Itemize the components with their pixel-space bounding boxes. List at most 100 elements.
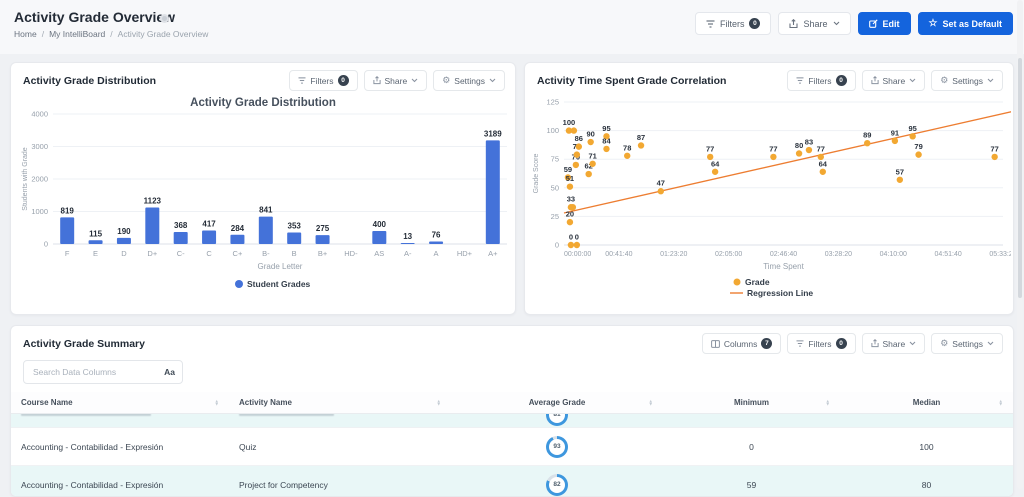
scatter-point[interactable] (891, 137, 899, 145)
filters-button[interactable]: Filters 0 (694, 12, 772, 35)
scatter-point[interactable] (564, 174, 572, 181)
gear-icon: ⚙ (940, 75, 949, 85)
bar[interactable] (429, 241, 444, 244)
legend-label[interactable]: Regression Line (747, 288, 813, 298)
summary-settings-button[interactable]: ⚙ Settings (931, 333, 1003, 354)
distribution-settings-button[interactable]: ⚙ Settings (433, 70, 505, 91)
scrollbar-thumb[interactable] (1018, 58, 1022, 298)
scatter-point[interactable] (587, 138, 594, 146)
column-header[interactable]: Minimum ▲ ▼ (663, 392, 840, 413)
bar[interactable] (230, 234, 245, 244)
bar[interactable] (485, 140, 500, 244)
distribution-share-button[interactable]: Share (363, 70, 428, 91)
scatter-point[interactable] (896, 176, 904, 183)
edit-icon (868, 19, 878, 28)
x-tick-label: 04:51:40 (935, 251, 962, 258)
bar[interactable] (173, 232, 188, 244)
bar[interactable] (202, 230, 217, 244)
scatter-point[interactable] (864, 139, 871, 147)
column-header[interactable]: Course Name ▲ ▼ (11, 392, 229, 413)
legend-label[interactable]: Grade (745, 277, 770, 287)
x-tick-label: D+ (147, 249, 157, 258)
column-header[interactable]: Median ▲ ▼ (840, 392, 1013, 413)
scatter-point[interactable] (915, 151, 922, 158)
scatter-point[interactable] (711, 168, 719, 175)
bar[interactable] (145, 207, 160, 244)
bar-value-label: 819 (61, 206, 75, 215)
bar[interactable] (400, 243, 415, 244)
sort-icon[interactable]: ▲ ▼ (214, 397, 219, 407)
scatter-point[interactable] (637, 142, 645, 149)
scatter-point[interactable] (566, 218, 574, 226)
summary-filters-button[interactable]: Filters 0 (787, 333, 856, 354)
sort-icon[interactable]: ▲ ▼ (998, 397, 1003, 407)
average-grade-gauge[interactable]: 93 (546, 435, 568, 458)
scatter-point[interactable] (585, 170, 592, 178)
breadcrumb-home[interactable]: Home (14, 29, 37, 39)
correlation-share-button[interactable]: Share (861, 70, 926, 91)
correlation-filters-button[interactable]: Filters 0 (787, 70, 856, 91)
scatter-point[interactable] (589, 160, 596, 167)
table-row[interactable]: Accounting - Contabilidad - Expresión Qui… (11, 428, 1013, 466)
page-scrollbar[interactable] (1017, 0, 1023, 489)
scatter-point[interactable] (706, 153, 714, 161)
set-as-default-button[interactable]: ☆ Set as Default (917, 12, 1013, 35)
scatter-point[interactable] (657, 188, 664, 195)
average-grade-value: 93 (549, 438, 565, 455)
sort-icon[interactable]: ▲ ▼ (825, 397, 830, 407)
legend-swatch[interactable] (733, 278, 741, 286)
average-grade-gauge[interactable]: 81 (546, 414, 568, 426)
bar[interactable] (287, 232, 302, 244)
scatter-point[interactable] (573, 151, 581, 158)
scatter-point[interactable] (770, 153, 777, 161)
scatter-point[interactable] (570, 127, 578, 134)
scatter-point[interactable] (569, 204, 577, 211)
scatter-point[interactable] (819, 168, 826, 175)
scatter-point[interactable] (603, 133, 610, 140)
breadcrumb-my-intelliboard[interactable]: My IntelliBoard (49, 29, 106, 39)
summary-share-button[interactable]: Share (861, 333, 926, 354)
match-case-toggle[interactable]: Aa (164, 367, 175, 377)
bar[interactable] (116, 237, 131, 244)
breadcrumb: Home / My IntelliBoard / Activity Grade … (14, 29, 208, 39)
bar[interactable] (258, 216, 273, 244)
scatter-point[interactable] (603, 145, 610, 153)
distribution-filters-button[interactable]: Filters 0 (289, 70, 358, 91)
correlation-settings-button[interactable]: ⚙ Settings (931, 70, 1003, 91)
scatter-point[interactable] (566, 183, 574, 190)
scatter-point[interactable] (909, 133, 916, 140)
table-row[interactable]: Accounting - Contabilidad - Expresión Pro… (11, 466, 1013, 496)
scatter-point[interactable] (575, 143, 583, 150)
scatter-point[interactable] (572, 161, 580, 169)
sort-icon[interactable]: ▲ ▼ (648, 397, 653, 407)
regression-line[interactable] (563, 110, 1015, 214)
edit-button[interactable]: Edit (857, 12, 911, 35)
columns-button[interactable]: Columns 7 (701, 333, 782, 354)
scatter-point[interactable] (817, 153, 825, 161)
y-tick-label: 100 (546, 126, 559, 135)
scatter-point[interactable] (567, 241, 575, 249)
bar[interactable] (88, 240, 103, 244)
scatter-point[interactable] (624, 152, 631, 159)
scatter-point[interactable] (805, 146, 813, 154)
legend-label[interactable]: Student Grades (247, 279, 311, 289)
column-header[interactable]: Average Grade ▲ ▼ (451, 392, 663, 413)
scatter-point[interactable] (573, 241, 581, 249)
legend-swatch[interactable] (235, 280, 243, 288)
scatter-point[interactable] (991, 153, 998, 161)
info-icon[interactable] (160, 14, 169, 23)
share-button[interactable]: Share (778, 12, 851, 35)
average-grade-gauge[interactable]: 82 (546, 473, 568, 496)
table-row[interactable]: 81 (11, 414, 1013, 428)
gear-icon: ⚙ (442, 75, 451, 85)
bar[interactable] (60, 217, 75, 244)
sort-icon[interactable]: ▲ ▼ (436, 397, 441, 407)
column-header[interactable]: Activity Name ▲ ▼ (229, 392, 451, 413)
bar[interactable] (315, 235, 330, 244)
column-header-label: Activity Name (239, 398, 292, 407)
search-data-columns-input[interactable] (31, 366, 161, 378)
point-label: 59 (564, 165, 572, 174)
scatter-point[interactable] (565, 127, 573, 134)
scatter-point[interactable] (795, 150, 803, 157)
bar[interactable] (372, 231, 387, 244)
